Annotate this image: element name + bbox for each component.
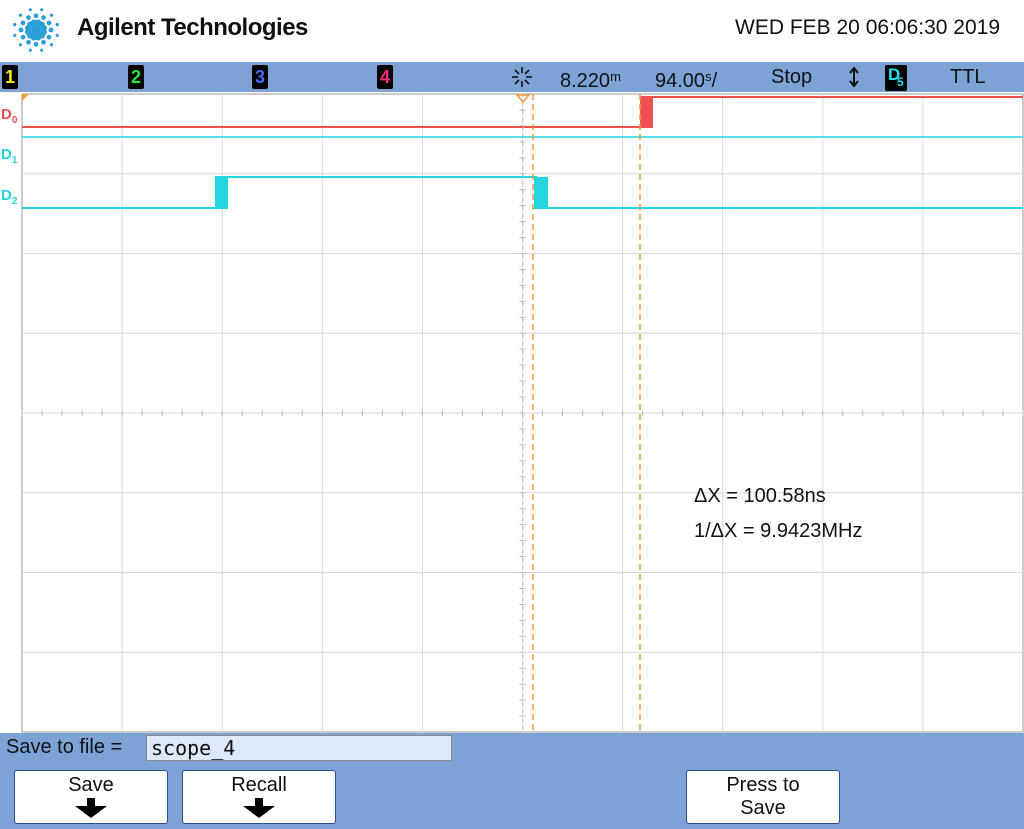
time-base-suffix: / (711, 70, 718, 92)
datetime-readout: WED FEB 20 06:06:30 2019 (735, 16, 1000, 39)
d2-rising-edge-marker (215, 177, 228, 209)
left-reference-marker (22, 94, 29, 101)
time-base-value: 94.00 (655, 70, 706, 92)
d0-edge-marker (641, 97, 653, 128)
time-base-unit: s (705, 69, 712, 84)
up-down-arrow-icon (849, 66, 859, 88)
softkey-bar: Save to file = scope_4 Save Recall Press… (0, 733, 1024, 829)
down-arrow-icon (75, 798, 107, 818)
down-arrow-icon (243, 798, 275, 818)
waveform-display[interactable]: D0 D1 D2 ΔX = 100.58ns 1/ΔX = 9.9423MHz (0, 92, 1024, 733)
d1-sub: 1 (11, 155, 18, 166)
agilent-spark-logo-icon (13, 8, 59, 52)
channel-label-d1: D1 (1, 147, 17, 169)
d2-falling-edge-marker (534, 177, 548, 209)
d2-name: D (1, 187, 12, 204)
trigger-icon (512, 67, 532, 87)
d0-sub: 0 (11, 115, 18, 126)
d2-sub: 2 (11, 196, 18, 207)
inverse-delta-x-readout: 1/ΔX = 9.9423MHz (694, 520, 863, 542)
trigger-source-badge[interactable]: D 5 (885, 65, 907, 91)
channel-label-d0: D0 (1, 107, 17, 129)
run-state[interactable]: Stop (771, 66, 813, 88)
trigger-source-sub: 5 (897, 75, 904, 89)
channel-4-badge[interactable]: 4 (377, 65, 393, 89)
channel-3-badge[interactable]: 3 (252, 65, 268, 89)
trigger-position-marker (515, 94, 531, 104)
header: Agilent Technologies WED FEB 20 06:06:30… (0, 0, 1024, 62)
time-offset-unit: m (610, 69, 621, 84)
channel-1-badge[interactable]: 1 (2, 65, 18, 89)
waveform-traces (22, 96, 1023, 209)
save-button-label: Save (68, 774, 114, 796)
brand-name: Agilent Technologies (77, 14, 308, 41)
waveform-svg (21, 93, 1024, 733)
recall-button[interactable]: Recall (182, 770, 336, 824)
press-to-save-line1: Press to (726, 774, 800, 796)
trigger-source-name: D (888, 65, 901, 84)
time-offset-value: 8.220 (560, 70, 611, 92)
time-offset-readout[interactable]: 8.220m (560, 65, 621, 93)
graticule-grid (21, 93, 1024, 732)
file-name-field[interactable]: scope_4 (146, 735, 452, 761)
delta-x-readout: ΔX = 100.58ns (694, 485, 826, 507)
press-to-save-line2: Save (740, 797, 786, 819)
time-base-readout[interactable]: 94.00s/ (655, 65, 717, 93)
d2-trace (22, 176, 1023, 209)
status-bar: 1 2 3 4 8.220m 94.00s/ Stop D 5 TTL (0, 62, 1024, 92)
d1-name: D (1, 146, 12, 163)
recall-button-label: Recall (231, 774, 287, 796)
channel-label-d2: D2 (1, 188, 17, 210)
d0-name: D (1, 106, 12, 123)
channel-2-badge[interactable]: 2 (128, 65, 144, 89)
logic-level[interactable]: TTL (950, 66, 986, 88)
press-to-save-button[interactable]: Press to Save (686, 770, 840, 824)
time-cursors[interactable] (22, 94, 641, 732)
save-button[interactable]: Save (14, 770, 168, 824)
save-to-file-label: Save to file = (6, 736, 123, 758)
